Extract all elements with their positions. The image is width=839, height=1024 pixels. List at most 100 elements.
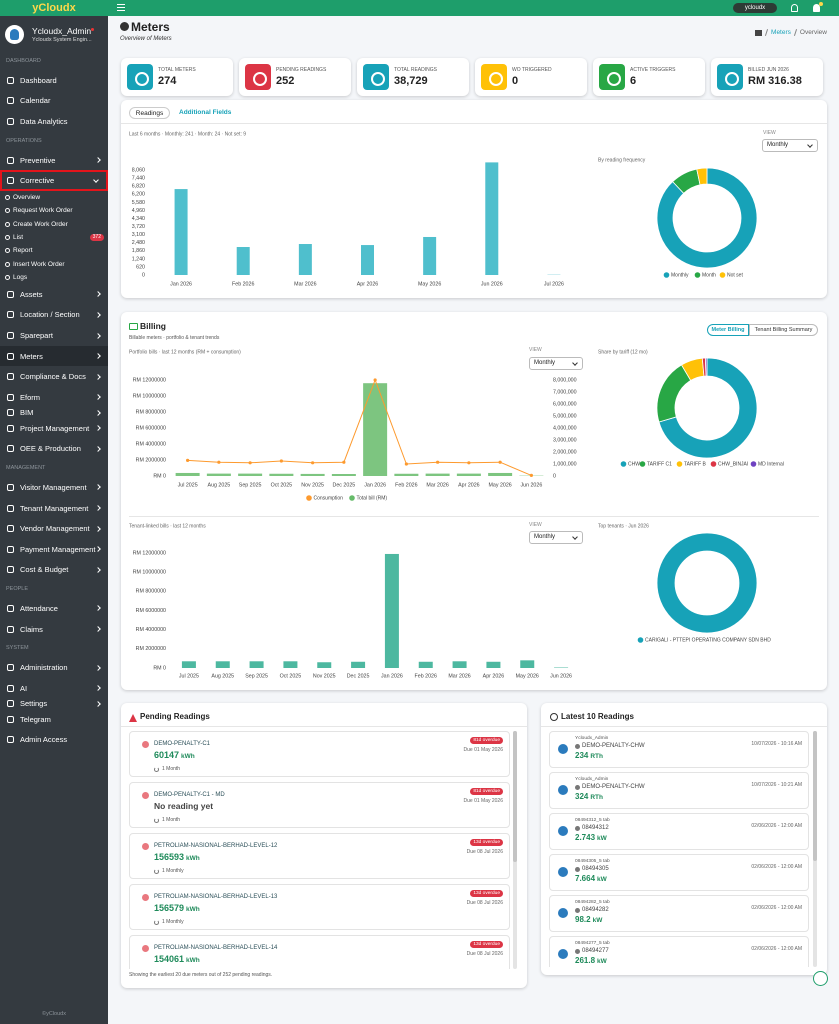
reading-item[interactable]: Ycloudx_Admin DEMO-PENALTY-CHW 234 RTh 10/07… <box>549 731 809 768</box>
stat-value: 38,729 <box>394 75 428 87</box>
scrollbar[interactable] <box>813 731 817 967</box>
scrollbar[interactable] <box>513 731 517 969</box>
tab[interactable]: Additional Fields <box>179 109 232 116</box>
radio-icon <box>5 261 10 267</box>
meter-name: DEMO-PENALTY-CHW <box>582 743 645 749</box>
view-select[interactable]: Monthly <box>529 357 583 370</box>
menu-icon <box>7 117 14 125</box>
menu-item[interactable]: Calendar <box>0 91 108 112</box>
due-date: Due 08 Jul 2026 <box>466 951 503 957</box>
reading-time: 02/06/2026 - 12:00 AM <box>751 864 802 870</box>
scroll-top-button[interactable] <box>813 971 828 986</box>
brand[interactable]: yCloudx <box>0 0 108 16</box>
toggle-button[interactable]: Meter Billing <box>707 324 749 336</box>
page-icon <box>120 22 129 31</box>
menu-item[interactable]: Compliance & Docs <box>0 366 108 387</box>
menu-item[interactable]: BIM <box>0 408 108 418</box>
submenu-item[interactable]: Request Work Order <box>0 204 108 217</box>
menu-item[interactable]: Sparepart <box>0 325 108 346</box>
reading-item[interactable]: Ycloudx_Admin DEMO-PENALTY-CHW 324 RTh 10/07… <box>549 772 809 809</box>
menu-item[interactable]: Attendance <box>0 598 108 619</box>
menu-item[interactable]: Visitor Management <box>0 477 108 498</box>
notifications[interactable] <box>791 4 798 12</box>
menu-item[interactable]: Meters <box>0 345 108 367</box>
menu-item[interactable]: Telegram <box>0 709 108 730</box>
menu-icon <box>7 566 14 574</box>
menu-item[interactable]: Settings <box>0 699 108 709</box>
overdue-badge: 13d overdue <box>470 941 503 948</box>
menu-item[interactable]: Payment Management <box>0 539 108 560</box>
submenu-item[interactable]: Report <box>0 244 108 257</box>
menu-item[interactable]: Data Analytics <box>0 111 108 132</box>
reading-value: 7.664 kW <box>575 874 607 883</box>
stat-value: 6 <box>630 75 637 87</box>
menu-item[interactable]: Admin Access <box>0 730 108 751</box>
reading-item[interactable]: 08494312_5 tab 08494312 2.743 kW 02/06/2026 … <box>549 813 809 850</box>
menu-label: Meters <box>20 351 43 361</box>
reading-value: 324 RTh <box>575 792 603 801</box>
user-menu[interactable] <box>813 4 820 12</box>
menu-item[interactable]: Tenant Management <box>0 498 108 519</box>
radio-icon <box>5 274 10 280</box>
user-avatar <box>558 908 568 918</box>
menu-item[interactable]: Dashboard <box>0 70 108 91</box>
menu-icon <box>7 352 14 360</box>
menu-item[interactable]: Eform <box>0 387 108 408</box>
radio-icon <box>5 208 10 214</box>
view-select[interactable]: Monthly <box>529 531 583 544</box>
user-name[interactable]: Ycloudx_Admin <box>32 26 92 36</box>
submenu-item[interactable]: Overview <box>0 191 108 204</box>
breadcrumb-link[interactable]: Meters <box>771 29 791 36</box>
overdue-badge: 81d overdue <box>470 788 503 795</box>
menu-icon <box>7 373 14 381</box>
pending-item[interactable]: DEMO-PENALTY-C1 - MD No reading yet 1 Mont… <box>129 782 510 828</box>
submenu-label: Create Work Order <box>13 220 68 228</box>
view-select[interactable]: Monthly <box>762 139 818 152</box>
user-avatar <box>558 826 568 836</box>
chevron <box>95 664 101 671</box>
menu-item[interactable]: Administration <box>0 657 108 678</box>
submenu-item[interactable]: Insert Work Order <box>0 257 108 270</box>
submenu-item[interactable]: List 372 <box>0 231 108 244</box>
stat-icon <box>599 64 625 90</box>
pending-item[interactable]: DEMO-PENALTY-C1 60147 kWh 1 Month 81d overdu… <box>129 731 510 777</box>
reading-user: 08494305_5 tab <box>575 859 610 864</box>
menu-item[interactable]: Vendor Management <box>0 518 108 539</box>
meter-name: PETROLIAM-NASIONAL-BERHAD-LEVEL-13 <box>154 894 278 900</box>
menu-item[interactable]: OEE & Production <box>0 439 108 460</box>
pending-item[interactable]: PETROLIAM-NASIONAL-BERHAD-LEVEL-14 154061… <box>129 935 510 969</box>
user-avatar <box>558 949 568 959</box>
user-badge[interactable]: ycloudx <box>733 3 777 13</box>
pending-item[interactable]: PETROLIAM-NASIONAL-BERHAD-LEVEL-13 156579… <box>129 884 510 930</box>
menu-item[interactable]: Assets <box>0 284 108 305</box>
menu-label: Sparepart <box>20 331 53 341</box>
submenu-item[interactable]: Create Work Order <box>0 218 108 231</box>
reading-item[interactable]: 08494277_5 tab 08494277 261.8 kW 02/06/2026 … <box>549 936 809 967</box>
menu-item[interactable]: Location / Section <box>0 305 108 326</box>
meter-name: 08494305 <box>582 866 609 872</box>
radio-icon <box>5 248 10 254</box>
menu-item[interactable]: AI <box>0 678 108 699</box>
menu-label: Corrective <box>20 176 55 186</box>
menu-toggle[interactable] <box>117 4 125 11</box>
home-icon[interactable] <box>755 29 763 36</box>
radio-icon <box>5 195 10 201</box>
submenu-item[interactable]: Logs <box>0 271 108 284</box>
reading-item[interactable]: 08494305_5 tab 08494305 7.664 kW 02/06/2026 … <box>549 854 809 891</box>
section-label: DASHBOARD <box>6 58 41 64</box>
menu-item[interactable]: Project Management <box>0 418 108 439</box>
menu-item[interactable]: Claims <box>0 619 108 640</box>
tab[interactable]: Readings <box>129 107 170 119</box>
menu-item[interactable]: Preventive <box>0 150 108 171</box>
menu-item[interactable]: Cost & Budget <box>0 560 108 581</box>
toggle-button[interactable]: Tenant Billing Summary <box>749 324 818 336</box>
divider <box>129 516 819 517</box>
reading-item[interactable]: 08494282_5 tab 08494282 98.2 kW 02/06/2026 -… <box>549 895 809 932</box>
pending-item[interactable]: PETROLIAM-NASIONAL-BERHAD-LEVEL-12 156593… <box>129 833 510 879</box>
menu-item[interactable]: Corrective <box>0 170 108 191</box>
badge: 372 <box>89 234 104 241</box>
meter-name: 08494277 <box>582 948 609 954</box>
divider <box>121 726 527 727</box>
chevron <box>95 567 101 573</box>
warning-icon <box>129 714 137 722</box>
